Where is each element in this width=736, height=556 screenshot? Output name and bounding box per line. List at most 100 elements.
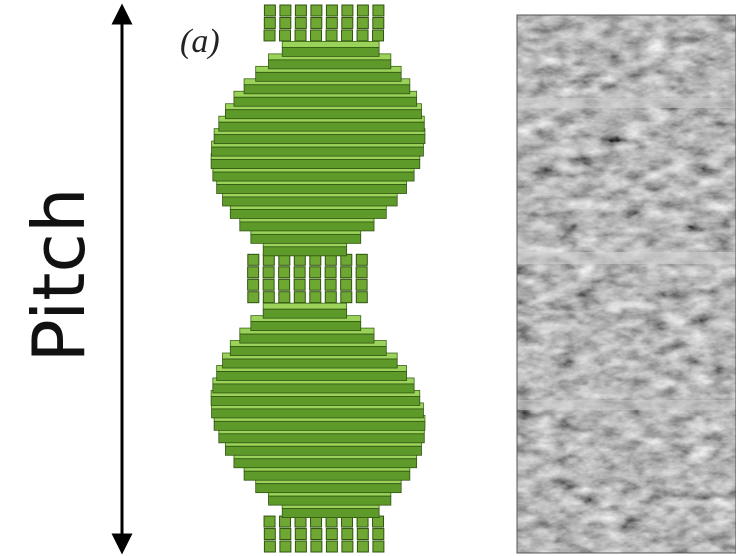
fibre-layer [280,17,291,28]
figure: Pitch (a) [0,0,736,556]
fibre-layer [225,110,421,119]
fibre-layer [244,471,410,480]
fibre-layer [356,292,367,303]
fibre-layer [326,5,337,16]
fibre-layer [264,516,275,527]
fibre-layer [326,541,337,552]
fibre-layer [264,541,275,552]
fibre-layer [251,234,361,243]
fibre-layer [248,292,259,303]
fibre-layer [263,292,274,303]
fibre-layer [311,541,322,552]
fibre-layer [211,160,420,169]
fibre-layer [342,30,353,41]
fibre-layer [263,267,274,278]
fibre-layer [263,279,274,290]
fibre-layer [373,529,384,540]
fibre-layer [294,267,305,278]
fibre-layer [342,541,353,552]
fibre-layer [295,529,306,540]
fibre-layer [280,541,291,552]
fibre-layer [268,496,390,505]
fibre-layer [212,147,424,156]
fibre-layer [295,5,306,16]
fibre-layer [256,72,401,81]
fibre-layer [264,529,275,540]
fibre-layer [294,279,305,290]
sem-image [517,15,736,553]
fibre-layer [279,279,290,290]
fibre-layer [326,30,337,41]
fibre-layer [294,292,305,303]
fibre-layer [310,267,321,278]
fibre-layer [342,5,353,16]
fibre-layer [225,446,421,455]
fibre-layer [248,279,259,290]
fibre-layer [373,5,384,16]
fibre-layer [217,371,407,380]
fibre-layer [280,5,291,16]
fibre-layer [357,529,368,540]
fibre-layer [295,541,306,552]
fibre-layer [263,247,346,256]
fibre-layer [223,359,398,368]
fibre-layer [264,5,275,16]
fibre-layer [356,267,367,278]
panel-label: (a) [180,23,220,60]
fibre-layer [373,17,384,28]
fibre-layer [212,409,424,418]
fibre-layer [310,279,321,290]
fibre-layer [211,396,420,405]
fibre-layer [373,541,384,552]
fibre-layer [356,254,367,265]
fibre-layer [341,267,352,278]
fibre-layer [244,85,410,94]
fibre-layer [325,279,336,290]
fibre-layer [326,529,337,540]
bouligand-stack [211,5,425,552]
fibre-layer [282,41,379,47]
fibre-layer [264,17,275,28]
fibre-layer [240,334,374,343]
fibre-layer [248,254,259,265]
fibre-layer [256,484,401,493]
fibre-layer [234,97,417,106]
fibre-layer [279,292,290,303]
fibre-layer [214,421,425,430]
fibre-layer [311,30,322,41]
fibre-layer [248,267,259,278]
fibre-layer [310,292,321,303]
fibre-layer [342,17,353,28]
fibre-layer [357,17,368,28]
fibre-layer [342,529,353,540]
fibre-layer [219,434,424,443]
fibre-layer [240,222,374,231]
fibre-layer [214,135,425,144]
fibre-layer [341,292,352,303]
fibre-layer [213,384,414,393]
fibre-layer [268,60,390,69]
fibre-layer [357,541,368,552]
fibre-layer [311,17,322,28]
fibre-layer [280,529,291,540]
fibre-layer [263,309,346,318]
fibre-layer [295,30,306,41]
fibre-layer [357,30,368,41]
fibre-layer [280,30,291,41]
fibre-layer [230,209,386,218]
fibre-layer [295,17,306,28]
fibre-layer [234,459,417,468]
fibre-layer [282,47,379,56]
fibre-layer [341,279,352,290]
fibre-layer [282,509,379,518]
fibre-layer [219,122,424,131]
fibre-layer [217,185,407,194]
fibre-layer [213,172,414,181]
page: Pitch (a) (() => { const data = JSON.par… [0,0,736,556]
fibre-layer [311,529,322,540]
fibre-layer [223,197,398,206]
fibre-layer [279,267,290,278]
pitch-label: Pitch [17,187,101,362]
fibre-layer [311,5,322,16]
fibre-layer [326,17,337,28]
